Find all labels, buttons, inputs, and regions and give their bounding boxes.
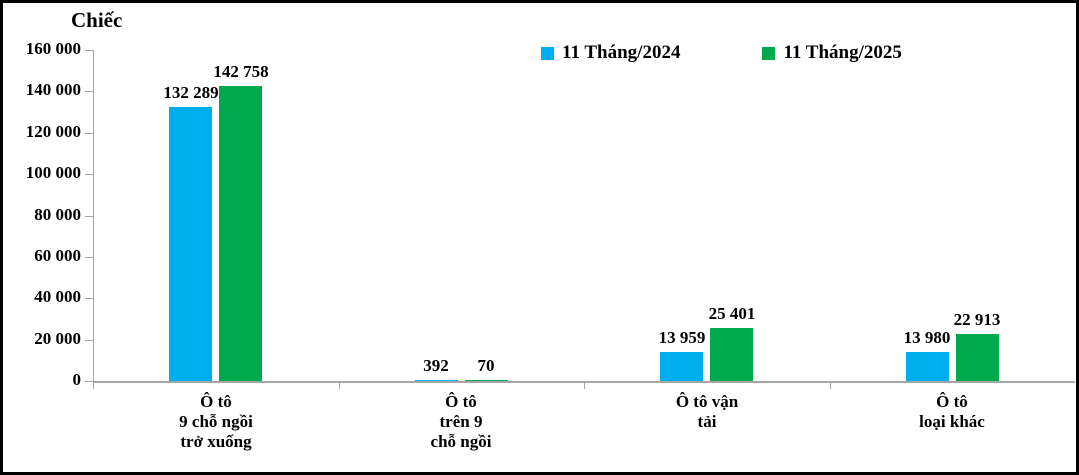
y-axis-tick bbox=[85, 133, 93, 134]
category-label-line: Ô tô bbox=[200, 392, 232, 411]
legend-label-2025: 11 Tháng/2025 bbox=[783, 42, 902, 63]
x-axis-tick bbox=[830, 383, 831, 389]
y-axis-tick-label: 100 000 bbox=[25, 163, 81, 182]
category-label-line: Ô tô vận bbox=[675, 392, 739, 411]
y-axis-tick bbox=[85, 257, 93, 258]
bar-value-label: 13 959 bbox=[658, 328, 706, 347]
category-label-line: 9 chỗ ngồi bbox=[179, 412, 253, 431]
legend-item-2025: 11 Tháng/2025 bbox=[762, 42, 902, 64]
y-axis-line bbox=[93, 50, 94, 383]
category-label-line: trên 9 bbox=[439, 412, 483, 431]
bar bbox=[710, 328, 753, 381]
y-axis-tick-label: 80 000 bbox=[34, 205, 81, 224]
bar-value-label: 70 bbox=[477, 356, 495, 375]
x-axis-tick bbox=[584, 383, 585, 389]
bar-value-label: 132 289 bbox=[163, 83, 219, 102]
legend-item-2024: 11 Tháng/2024 bbox=[541, 42, 680, 64]
y-axis-tick-label: 60 000 bbox=[34, 246, 81, 265]
y-axis-tick bbox=[85, 174, 93, 175]
category-label-line: loại khác bbox=[919, 412, 985, 431]
legend: 11 Tháng/2024 11 Tháng/2025 bbox=[541, 42, 902, 64]
bar-value-label: 13 980 bbox=[903, 328, 951, 347]
x-axis-line bbox=[93, 381, 1075, 383]
category-label: Ô tô vận tải bbox=[597, 392, 817, 432]
bar bbox=[465, 380, 508, 381]
y-axis-tick-label: 40 000 bbox=[34, 287, 81, 306]
y-axis-tick-label: 0 bbox=[72, 370, 82, 389]
bar-value-label: 142 758 bbox=[213, 62, 269, 81]
bar bbox=[906, 352, 949, 381]
x-axis-tick bbox=[93, 383, 94, 389]
y-axis-unit-label: Chiếc bbox=[71, 8, 123, 32]
y-axis-tick bbox=[85, 91, 93, 92]
y-axis-tick bbox=[85, 50, 93, 51]
category-label: Ô tô 9 chỗ ngồi trở xuống bbox=[106, 392, 326, 452]
category-label: Ô tô loại khác bbox=[842, 392, 1062, 432]
y-axis-tick-label: 160 000 bbox=[25, 39, 81, 58]
legend-swatch-2024-icon bbox=[541, 46, 554, 60]
bar-value-label: 392 bbox=[423, 356, 449, 375]
category-label-line: Ô tô bbox=[445, 392, 477, 411]
category-label-line: Ô tô bbox=[936, 392, 968, 411]
y-axis-tick-label: 120 000 bbox=[25, 122, 81, 141]
x-axis-tick bbox=[339, 383, 340, 389]
y-axis-tick bbox=[85, 381, 93, 382]
bar-value-label: 25 401 bbox=[708, 304, 756, 323]
category-label-line: trở xuống bbox=[180, 432, 252, 451]
y-axis-tick-label: 140 000 bbox=[25, 80, 81, 99]
legend-swatch-2025-icon bbox=[762, 46, 776, 60]
y-axis-tick bbox=[85, 340, 93, 341]
y-axis-tick bbox=[85, 216, 93, 217]
bar bbox=[660, 352, 703, 381]
category-label-line: chỗ ngồi bbox=[430, 432, 492, 451]
category-label-line: tải bbox=[697, 412, 717, 431]
bar-value-label: 22 913 bbox=[953, 310, 1001, 329]
bar bbox=[169, 107, 212, 381]
category-label: Ô tô trên 9 chỗ ngồi bbox=[351, 392, 571, 452]
plot-area: 0 20 000 40 000 60 000 80 000 100 000 120 000 1… bbox=[3, 3, 1076, 472]
y-axis-tick bbox=[85, 298, 93, 299]
y-axis-tick-label: 20 000 bbox=[34, 329, 81, 348]
bar bbox=[219, 86, 262, 381]
legend-label-2024: 11 Tháng/2024 bbox=[562, 42, 681, 63]
bar bbox=[956, 334, 999, 381]
bar bbox=[415, 380, 458, 381]
